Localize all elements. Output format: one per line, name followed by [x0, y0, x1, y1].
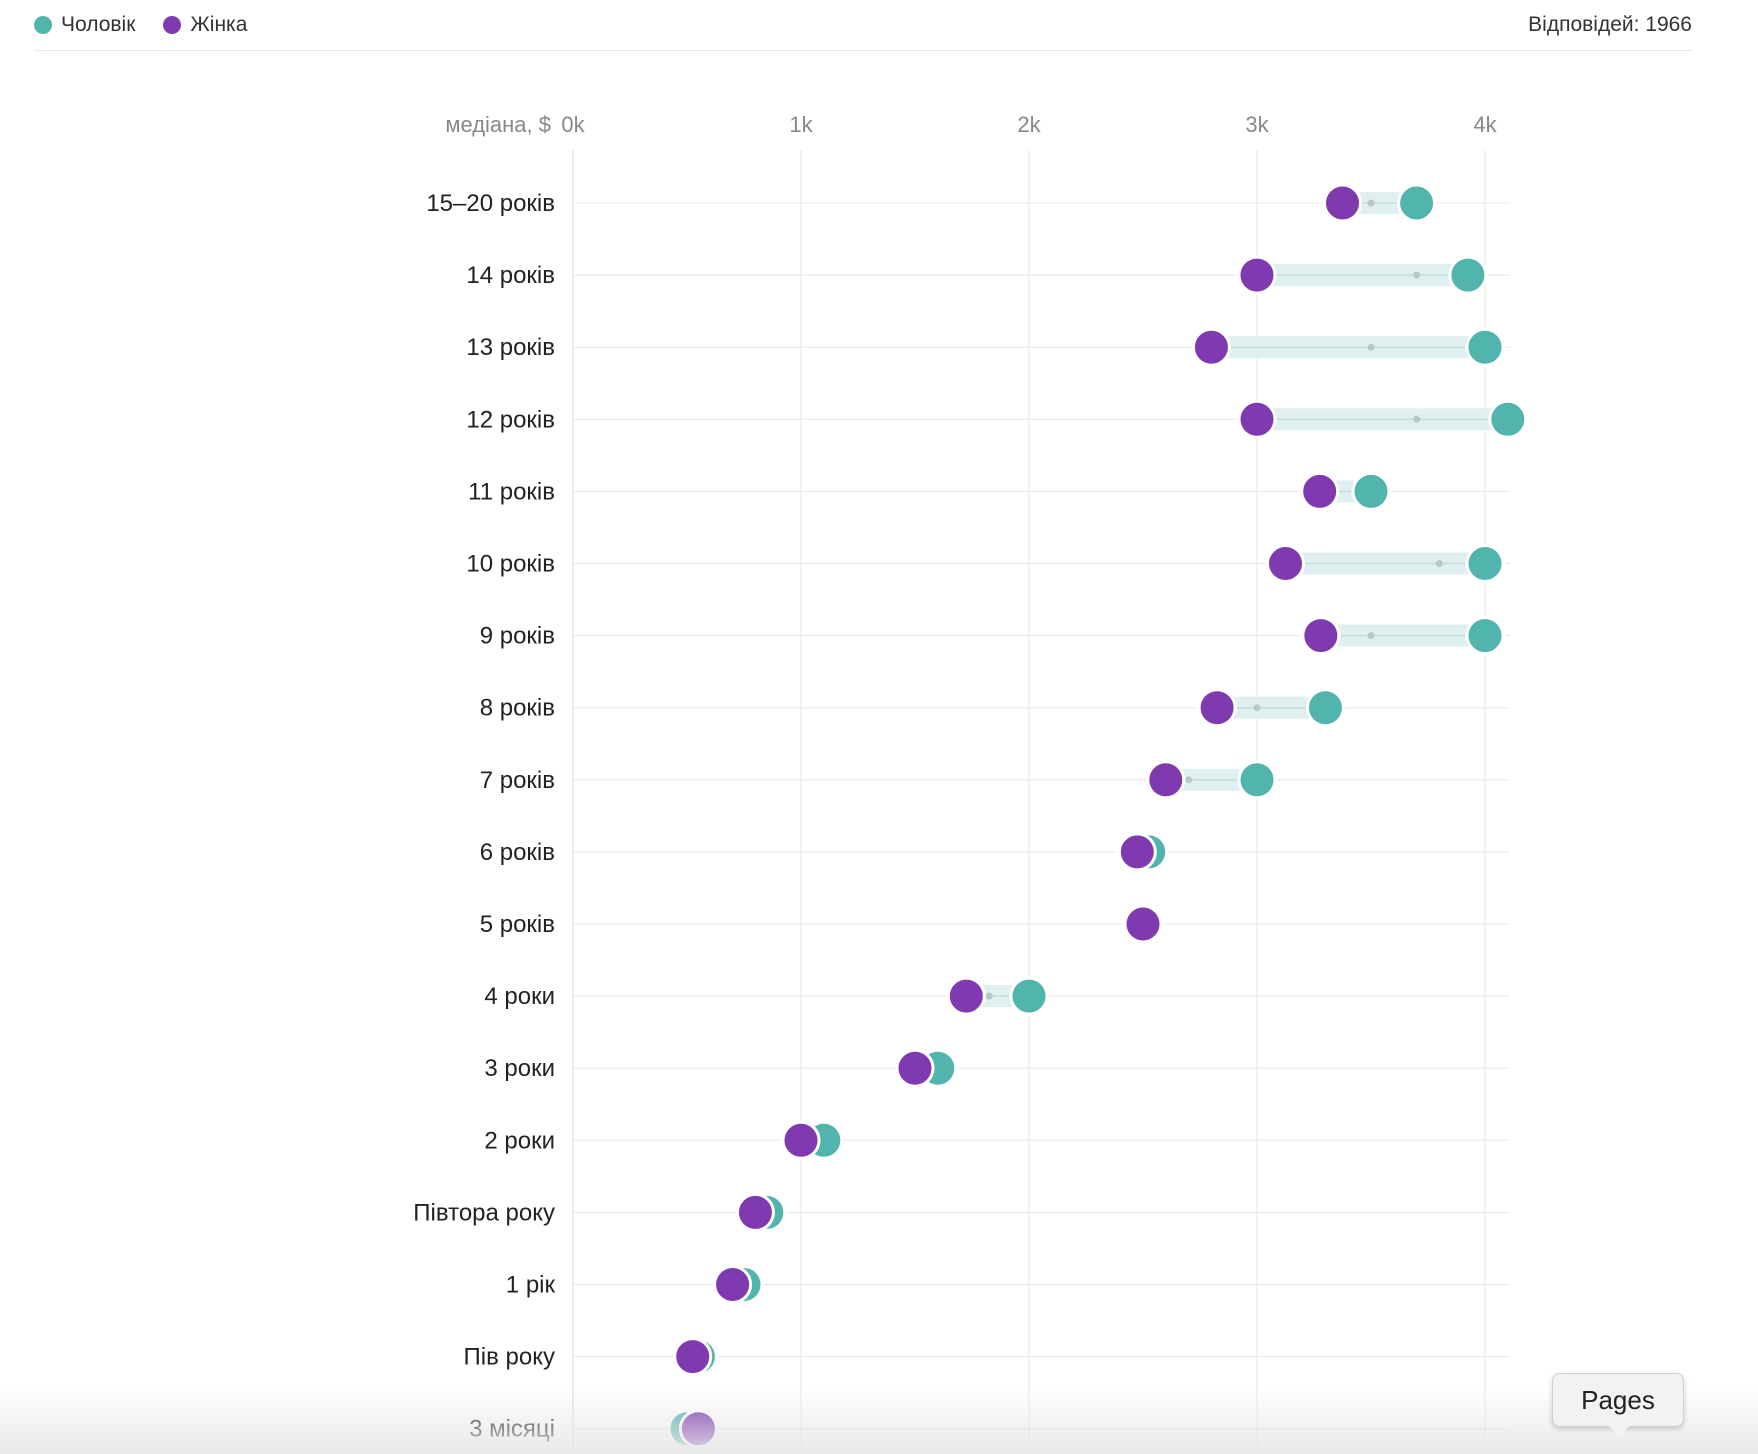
x-tick-label: 3k [1245, 112, 1269, 137]
median-marker [1413, 271, 1421, 279]
female-dot [1237, 255, 1277, 295]
female-dot [1300, 471, 1340, 511]
male-dot [1488, 399, 1528, 439]
male-dot [1305, 688, 1345, 728]
female-dot [895, 1048, 935, 1088]
category-label: Півтора року [413, 1199, 555, 1226]
category-label: Пів року [464, 1344, 555, 1371]
female-dot [1323, 183, 1362, 223]
legend-label-female: Жінка [190, 13, 248, 36]
legend-item-male[interactable]: Чоловік [34, 13, 135, 37]
category-label: 12 років [466, 406, 555, 433]
median-marker [1413, 415, 1421, 423]
female-dot [1123, 904, 1163, 944]
category-label: 11 років [468, 478, 555, 505]
median-marker [1253, 704, 1261, 712]
female-dot [781, 1120, 821, 1160]
median-marker [1367, 343, 1375, 351]
category-label: 2 роки [484, 1127, 555, 1154]
category-label: 3 роки [484, 1055, 555, 1082]
legend-dot-female-icon [163, 16, 182, 34]
female-dot [1117, 832, 1157, 872]
legend-dot-male-icon [34, 16, 52, 34]
legend: Чоловік Жінка Відповідей: 1966 [34, 0, 1692, 51]
female-dot [1237, 399, 1277, 439]
female-dot [673, 1337, 713, 1377]
category-label: 13 років [466, 334, 555, 361]
male-dot [1009, 976, 1049, 1016]
legend-item-female[interactable]: Жінка [163, 13, 247, 37]
median-marker [1185, 776, 1193, 784]
male-dot [1465, 616, 1505, 656]
female-dot [1301, 616, 1341, 656]
x-tick-label: 1k [789, 112, 813, 137]
female-dot [946, 976, 986, 1016]
x-axis-title: медіана, $ [445, 112, 551, 137]
pages-button[interactable]: Pages [1552, 1373, 1684, 1437]
x-tick-label: 2k [1017, 112, 1041, 137]
female-dot [713, 1265, 753, 1304]
male-dot [1465, 544, 1505, 583]
female-dot [735, 1192, 775, 1232]
category-label: 5 років [480, 911, 555, 938]
category-label: 1 рік [506, 1272, 556, 1299]
female-dot [678, 1409, 718, 1449]
x-tick-label: 4k [1473, 112, 1497, 137]
male-dot [1351, 471, 1391, 511]
pages-button-label: Pages [1581, 1384, 1655, 1415]
female-dot [1191, 327, 1231, 367]
category-label: 10 років [466, 551, 555, 578]
x-tick-label: 0k [561, 112, 585, 137]
male-dot [1465, 327, 1505, 367]
category-label: 14 років [466, 262, 555, 289]
category-label: 4 роки [484, 983, 555, 1010]
category-label: 8 років [480, 695, 555, 722]
female-dot [1146, 760, 1186, 800]
male-dot [1448, 255, 1488, 295]
median-marker [985, 992, 993, 1000]
median-marker [1367, 632, 1375, 640]
category-label: 7 років [480, 767, 555, 794]
female-dot [1266, 544, 1305, 583]
category-label: 3 місяці [469, 1416, 555, 1443]
category-label: 6 років [480, 839, 555, 866]
responses-count: Відповідей: 1966 [1528, 13, 1692, 36]
female-dot [1197, 688, 1237, 728]
male-dot [1237, 760, 1277, 800]
legend-label-male: Чоловік [61, 13, 136, 36]
male-dot [1397, 183, 1437, 223]
category-label: 15–20 років [426, 190, 555, 217]
median-marker [1435, 560, 1443, 567]
median-marker [1367, 199, 1375, 207]
category-label: 9 років [480, 623, 555, 650]
